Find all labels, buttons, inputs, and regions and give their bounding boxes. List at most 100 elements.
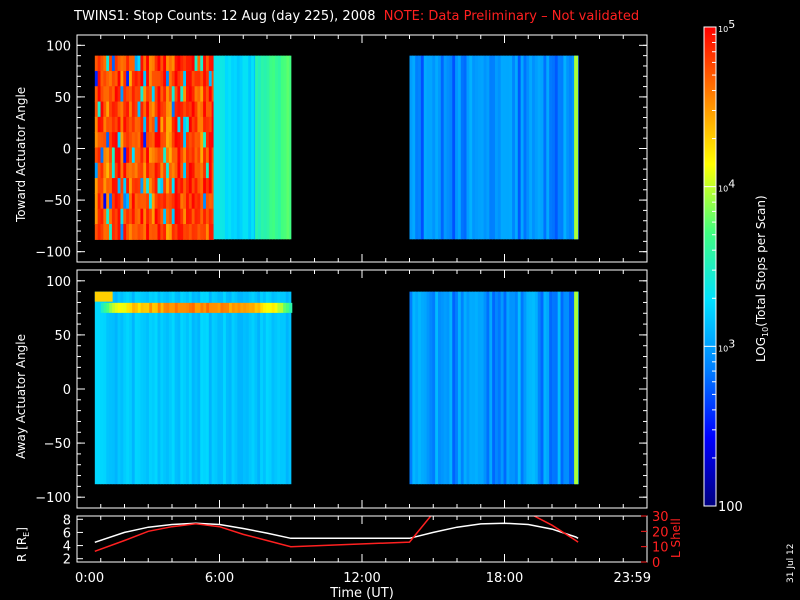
heatmap-cell bbox=[423, 55, 428, 240]
heatmap-cell bbox=[200, 70, 204, 87]
heatmap-cell bbox=[529, 291, 533, 485]
heatmap-band bbox=[214, 302, 219, 313]
heatmap-cell bbox=[174, 86, 179, 103]
colorbar: 105 104 103 100 LOG10(Total Stops per Scan) bbox=[703, 18, 770, 515]
heatmap-cell bbox=[103, 223, 107, 240]
heatmap-cell bbox=[163, 55, 167, 72]
heatmap-cell bbox=[143, 208, 147, 225]
heatmap-cell bbox=[143, 178, 147, 194]
heatmap-cell bbox=[432, 55, 436, 240]
heatmap-cell bbox=[197, 86, 201, 103]
heatmap-cell bbox=[154, 70, 159, 87]
heatmap-panel-2: 100 50 0 −50 −100 bbox=[35, 269, 648, 509]
heatmap-cell bbox=[512, 55, 516, 240]
heatmap-cell bbox=[446, 55, 450, 240]
heatmap-cell bbox=[120, 132, 124, 149]
heatmap-cell bbox=[103, 55, 107, 72]
heatmap-cell bbox=[123, 223, 127, 240]
heatmap-cell bbox=[514, 55, 519, 240]
heatmap-cell bbox=[97, 162, 102, 179]
heatmap-cell bbox=[157, 291, 161, 485]
heatmap-cell bbox=[168, 178, 173, 194]
heatmap-cell bbox=[131, 178, 136, 194]
heatmap-cell bbox=[205, 116, 210, 133]
heatmap-cell bbox=[109, 132, 113, 149]
heatmap-cell bbox=[480, 291, 485, 485]
heatmap-cell bbox=[168, 291, 173, 485]
heatmap-cell bbox=[126, 116, 130, 133]
heatmap-band bbox=[220, 302, 224, 313]
heatmap-cell bbox=[140, 101, 144, 118]
heatmap-cell bbox=[163, 101, 167, 118]
heatmap-cell bbox=[109, 291, 113, 485]
heatmap-cell bbox=[94, 193, 99, 210]
heatmap-cell bbox=[123, 132, 127, 149]
y-tick-label: 0 bbox=[63, 383, 71, 398]
heatmap-cell bbox=[208, 55, 213, 72]
heatmap-cell bbox=[137, 208, 142, 225]
y-tick-label: 100 bbox=[46, 39, 71, 54]
heatmap-cell bbox=[194, 193, 199, 210]
heatmap-cell bbox=[188, 223, 193, 240]
heatmap-cell bbox=[157, 132, 161, 149]
heatmap-cell bbox=[440, 291, 445, 485]
heatmap-cell bbox=[477, 291, 482, 485]
heatmap-cell bbox=[134, 101, 139, 118]
heatmap-cell bbox=[120, 208, 124, 225]
heatmap-cell bbox=[191, 70, 196, 87]
heatmap-cell bbox=[495, 291, 499, 485]
heatmap-cell bbox=[180, 70, 184, 87]
heatmap-cell bbox=[200, 101, 204, 118]
heatmap-cell bbox=[163, 86, 167, 103]
heatmap-cell bbox=[435, 55, 439, 240]
heatmap-cell bbox=[549, 291, 553, 485]
heatmap-cell bbox=[208, 291, 213, 485]
heatmap-cell bbox=[97, 55, 102, 72]
heatmap-cell bbox=[109, 55, 113, 72]
heatmap-cell bbox=[109, 70, 113, 87]
heatmap-cell bbox=[94, 116, 99, 133]
heatmap-cell bbox=[211, 178, 215, 194]
heatmap-cell bbox=[205, 223, 210, 240]
heatmap-cell bbox=[569, 291, 573, 485]
heatmap-cell bbox=[123, 70, 127, 87]
heatmap-cell bbox=[280, 55, 285, 240]
heatmap-cell bbox=[183, 86, 187, 103]
heatmap-cell bbox=[146, 132, 150, 149]
heatmap-cell bbox=[183, 291, 187, 485]
heatmap-cell bbox=[177, 291, 181, 485]
heatmap-cell bbox=[483, 291, 488, 485]
heatmap-cell bbox=[97, 291, 102, 485]
heatmap-cell bbox=[409, 55, 413, 240]
heatmap-cell bbox=[188, 147, 193, 164]
heatmap-cell bbox=[194, 101, 199, 118]
heatmap-cell bbox=[134, 193, 139, 210]
heatmap-cell bbox=[420, 55, 425, 240]
heatmap-cell bbox=[120, 70, 124, 87]
heatmap-cell bbox=[552, 291, 556, 485]
heatmap-cell bbox=[140, 223, 144, 240]
heatmap-cell bbox=[100, 101, 104, 118]
heatmap-cell bbox=[109, 208, 113, 225]
heatmap-cell bbox=[103, 101, 107, 118]
heatmap-cell bbox=[123, 116, 127, 133]
heatmap-cell bbox=[151, 291, 156, 485]
heatmap-cell bbox=[146, 116, 150, 133]
orbit-ylabel: R [RE] bbox=[15, 527, 31, 562]
colorbar-tick-label: 100 bbox=[718, 500, 743, 515]
heatmap-cell bbox=[205, 147, 210, 164]
heatmap-cell bbox=[489, 55, 493, 240]
heatmap-cell bbox=[171, 55, 176, 72]
heatmap-cell bbox=[129, 193, 133, 210]
heatmap-cell bbox=[188, 55, 193, 72]
heatmap-band bbox=[100, 302, 105, 313]
heatmap-cell bbox=[180, 193, 184, 210]
heatmap-cell bbox=[111, 55, 116, 72]
heatmap-band bbox=[209, 302, 213, 313]
heatmap-cell bbox=[137, 132, 142, 149]
heatmap-cell bbox=[154, 193, 159, 210]
heatmap-cell bbox=[540, 291, 545, 485]
heatmap-block bbox=[94, 291, 292, 485]
y-tick-label: 2 bbox=[63, 553, 71, 568]
heatmap-cell bbox=[157, 208, 161, 225]
